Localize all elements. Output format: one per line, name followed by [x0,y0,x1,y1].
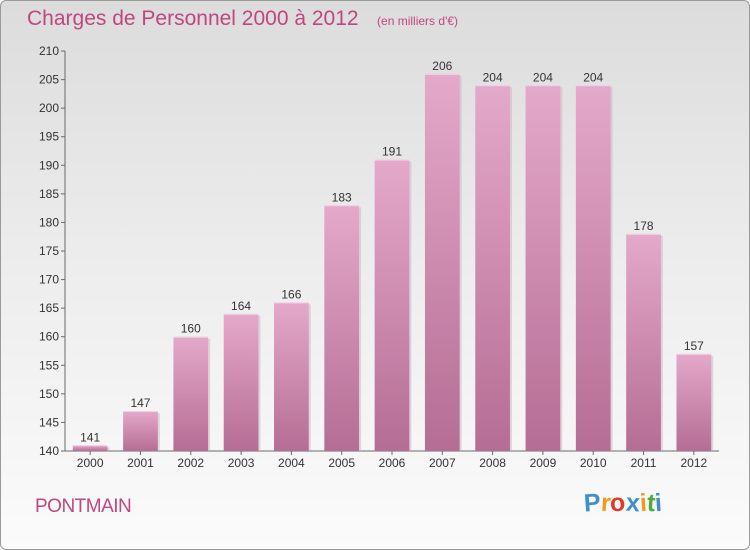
data-label-2008: 204 [483,70,503,84]
bar-2008 [475,85,510,452]
x-tick-label-2009: 2009 [530,456,557,470]
bar-2011 [626,233,661,451]
bar-2000 [72,445,108,451]
logo-letter: P [583,488,602,518]
bar-2004 [274,302,309,451]
chart-title-block: Charges de Personnel 2000 à 2012 (en mil… [27,7,458,31]
x-tick-label-2007: 2007 [429,456,456,470]
logo-letter: x [624,488,641,518]
y-tick-label: 210 [39,44,59,58]
data-label-2004: 166 [281,287,301,301]
data-label-2003: 164 [231,299,251,313]
y-tick-label: 175 [39,244,59,258]
data-label-2006: 191 [382,145,402,159]
data-label-2002: 160 [181,322,201,336]
bar-2009 [525,85,561,452]
data-label-2000: 141 [80,430,100,444]
data-label-2010: 204 [583,70,603,84]
y-tick-label: 145 [39,415,59,429]
data-label-2007: 206 [432,59,452,73]
bar-2006 [374,159,410,452]
x-tick-label-2004: 2004 [278,456,305,470]
data-label-2011: 178 [634,219,654,233]
bar-2012 [676,353,712,451]
y-tick-label: 180 [39,215,59,229]
logo-letter: o [609,488,627,518]
x-tick-label-2002: 2002 [177,456,204,470]
bar-2005 [324,205,360,451]
y-tick-label: 165 [39,301,59,315]
y-tick-label: 160 [39,330,59,344]
chart-title: Charges de Personnel 2000 à 2012 [27,7,359,30]
bar-2010 [575,85,611,452]
y-tick-label: 205 [39,73,59,87]
y-tick-label: 140 [39,444,59,458]
data-label-2012: 157 [684,339,704,353]
y-tick-label: 170 [39,273,59,287]
y-tick-label: 190 [39,158,59,172]
data-label-2009: 204 [533,70,553,84]
y-tick-label: 150 [39,387,59,401]
data-label-2005: 183 [332,190,352,204]
y-tick-label: 195 [39,130,59,144]
bar-2002 [173,336,209,451]
x-tick-label-2003: 2003 [228,456,255,470]
chart-subtitle: (en milliers d'€) [377,14,459,28]
logo-letter: i [653,488,663,518]
proxiti-logo[interactable]: Proxiti [583,488,663,518]
x-tick-label-2008: 2008 [479,456,506,470]
data-label-2001: 147 [130,396,150,410]
bar-2003 [223,313,259,451]
x-tick-label-2010: 2010 [580,456,607,470]
x-tick-label-2001: 2001 [127,456,154,470]
y-tick-label: 155 [39,358,59,372]
y-tick-label: 185 [39,187,59,201]
bar-2007 [424,73,460,451]
commune-name: PONTMAIN [35,496,132,517]
y-tick-label: 200 [39,101,59,115]
bar-2001 [123,411,158,451]
data-labels: 141 147 160 164 166 183 191 206 204 204 204 178 157 [80,59,704,444]
x-tick-label-2011: 2011 [631,456,657,470]
x-tick-label-2006: 2006 [379,456,406,470]
x-tick-label-2005: 2005 [328,456,355,470]
x-tick-label-2012: 2012 [680,456,707,470]
x-tick-label-2000: 2000 [77,456,104,470]
bars [72,73,714,452]
